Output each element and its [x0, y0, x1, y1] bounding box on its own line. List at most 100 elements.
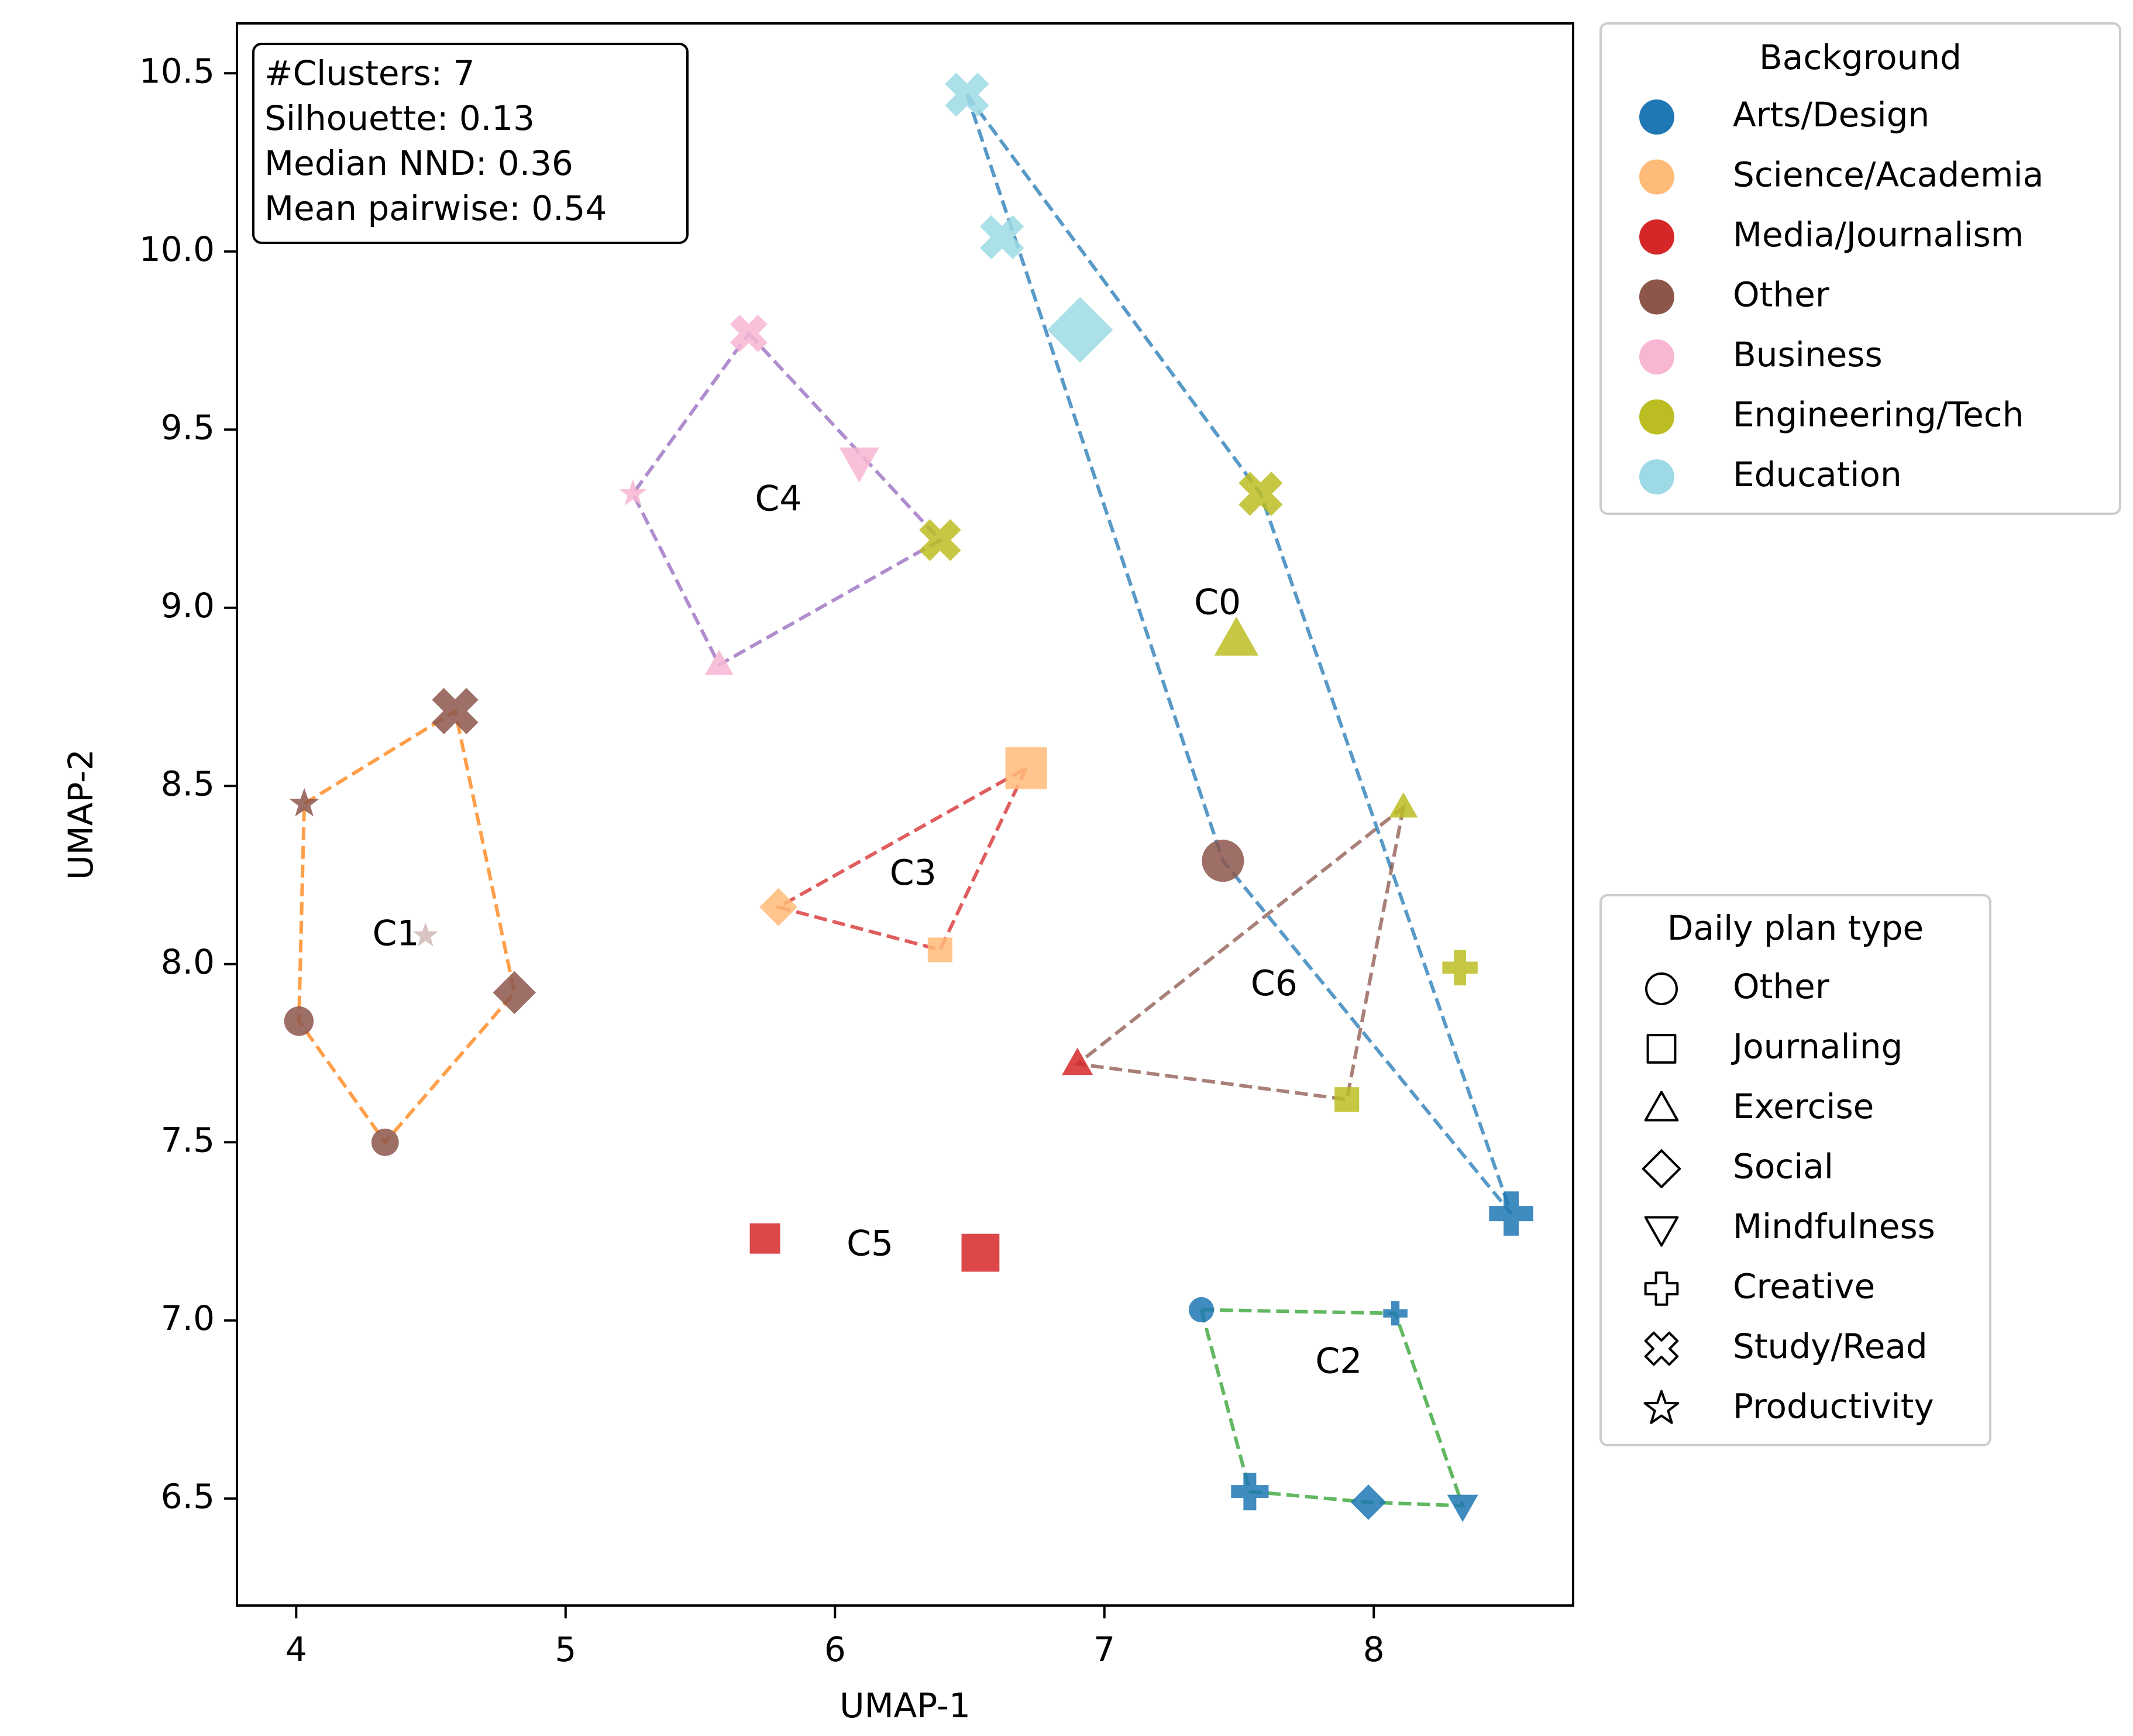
x-axis: 4 5 6 7 8 [285, 1606, 1385, 1669]
legend-swatch-education [1639, 459, 1674, 494]
point-other-other-18 [371, 1128, 399, 1156]
legend-swatch-business [1639, 339, 1674, 374]
cluster-label-c0: C0 [1194, 582, 1241, 623]
cluster-labels: C0 C1 C2 C3 C4 C5 C6 [373, 479, 1363, 1382]
y-tick-label: 9.5 [161, 407, 215, 447]
point-media-journalism-journaling-26 [961, 1233, 1000, 1272]
point-other-other-17 [284, 1006, 314, 1036]
legend-label-social: Social [1733, 1147, 1833, 1187]
point-education-study-read-0 [945, 73, 989, 117]
legend-marker-creative [1644, 1271, 1679, 1306]
legend-label-science-academia: Science/Academia [1733, 155, 2043, 195]
y-tick-label: 9.0 [161, 586, 215, 625]
legend-background: Background Arts/Design Science/Academia Me… [1599, 22, 2121, 515]
point-engineering-tech-study-read-3 [1238, 472, 1283, 516]
point-other-other-5 [1202, 840, 1244, 882]
legend-label-creative: Creative [1733, 1267, 1875, 1307]
plot-area-frame [236, 22, 1574, 1607]
legend-swatch-other [1639, 279, 1674, 315]
x-tick-label: 6 [824, 1630, 846, 1669]
legend-plan-type: Daily plan type Other Journaling Exercise S… [1599, 894, 1991, 1446]
point-arts-design-creative-7 [1489, 1191, 1533, 1236]
y-tick-label: 10.5 [139, 51, 215, 91]
point-engineering-tech-creative-6 [1442, 950, 1478, 986]
hull-c1 [297, 708, 517, 1146]
legend-background-title: Background [1759, 37, 1962, 77]
legend-marker-journaling [1646, 1034, 1677, 1064]
point-engineering-tech-exercise-4 [1214, 617, 1259, 656]
stats-box-frame [252, 43, 689, 244]
legend-label-productivity: Productivity [1733, 1387, 1934, 1426]
y-axis-label: UMAP-2 [61, 749, 101, 880]
stats-mean-pairwise: Mean pairwise: 0.54 [264, 188, 607, 228]
point-other-productivity-15 [412, 922, 438, 947]
cluster-label-c6: C6 [1251, 963, 1298, 1004]
legend-swatch-arts-design [1639, 99, 1674, 135]
legend-marker-exercise [1644, 1091, 1679, 1122]
cluster-label-c2: C2 [1315, 1340, 1362, 1381]
legend-label-education: Education [1733, 455, 1902, 494]
point-science-academia-journaling-21 [927, 937, 952, 962]
point-science-academia-journaling-19 [1005, 747, 1047, 789]
legend-marker-social [1642, 1149, 1681, 1188]
point-business-mindfulness-9 [839, 447, 879, 483]
legend-swatch-science-academia [1639, 159, 1674, 195]
x-tick-label: 5 [555, 1630, 576, 1669]
y-tick-label: 7.5 [161, 1120, 215, 1160]
x-tick-label: 4 [285, 1630, 307, 1669]
legend-label-arts-design: Arts/Design [1733, 95, 1929, 135]
hull-c6 [1073, 803, 1406, 1102]
point-engineering-tech-exercise-22 [1389, 792, 1418, 818]
point-engineering-tech-journaling-24 [1334, 1087, 1360, 1112]
point-business-study-read-8 [730, 314, 768, 352]
point-engineering-tech-study-read-11 [919, 519, 961, 561]
legend-label-journaling: Journaling [1731, 1027, 1903, 1067]
point-other-social-16 [493, 971, 536, 1015]
y-tick-label: 10.0 [139, 229, 215, 269]
legend-swatch-engineering-tech [1639, 399, 1674, 435]
legend-swatch-media-journalism [1639, 219, 1674, 255]
point-arts-design-creative-28 [1383, 1301, 1408, 1326]
point-arts-design-mindfulness-31 [1447, 1494, 1478, 1522]
point-other-study-read-13 [432, 687, 479, 734]
point-education-social-2 [1047, 297, 1113, 363]
point-media-journalism-exercise-23 [1062, 1047, 1093, 1075]
legend-label-study-read: Study/Read [1733, 1326, 1928, 1366]
legend-plan-type-title: Daily plan type [1667, 908, 1924, 948]
legend-background-frame [1599, 22, 2121, 515]
point-business-productivity-10 [619, 479, 647, 506]
y-axis: 6.5 7.0 7.5 8.0 8.5 9.0 9.5 10.0 10.5 [139, 51, 237, 1516]
legend-label-exercise: Exercise [1733, 1087, 1874, 1126]
y-tick-label: 6.5 [161, 1476, 215, 1516]
cluster-label-c5: C5 [847, 1223, 893, 1264]
x-axis-label: UMAP-1 [840, 1686, 971, 1725]
y-tick-label: 7.0 [161, 1298, 215, 1338]
stats-box: #Clusters: 7 Silhouette: 0.13 Median NND… [252, 43, 689, 244]
hull-c2 [1199, 1308, 1465, 1508]
y-tick-label: 8.0 [161, 942, 215, 982]
point-other-productivity-14 [289, 788, 319, 817]
y-tick-label: 8.5 [161, 764, 215, 803]
cluster-label-c1: C1 [373, 913, 419, 954]
legend-plan-type-frame [1599, 894, 1991, 1446]
legend-marker-mindfulness [1644, 1216, 1679, 1247]
hull-c3 [773, 764, 1030, 952]
point-business-exercise-12 [704, 649, 734, 675]
stats-silhouette: Silhouette: 0.13 [264, 98, 535, 138]
legend-label-media-journalism: Media/Journalism [1733, 215, 2024, 255]
x-tick-label: 7 [1093, 1630, 1115, 1669]
legend-label-other: Other [1733, 967, 1829, 1006]
legend-label-business: Business [1733, 335, 1883, 374]
point-arts-design-creative-29 [1231, 1473, 1269, 1511]
point-arts-design-other-27 [1188, 1297, 1215, 1323]
stats-median-nnd: Median NND: 0.36 [264, 143, 573, 183]
cluster-label-c3: C3 [890, 852, 937, 893]
point-education-study-read-1 [980, 215, 1024, 260]
point-science-academia-social-20 [759, 888, 797, 926]
stats-clusters: #Clusters: 7 [264, 53, 475, 93]
cluster-label-c4: C4 [755, 479, 802, 520]
legend-label-other: Other [1733, 275, 1829, 315]
legend-label-mindfulness: Mindfulness [1733, 1206, 1935, 1246]
data-points [284, 73, 1533, 1522]
